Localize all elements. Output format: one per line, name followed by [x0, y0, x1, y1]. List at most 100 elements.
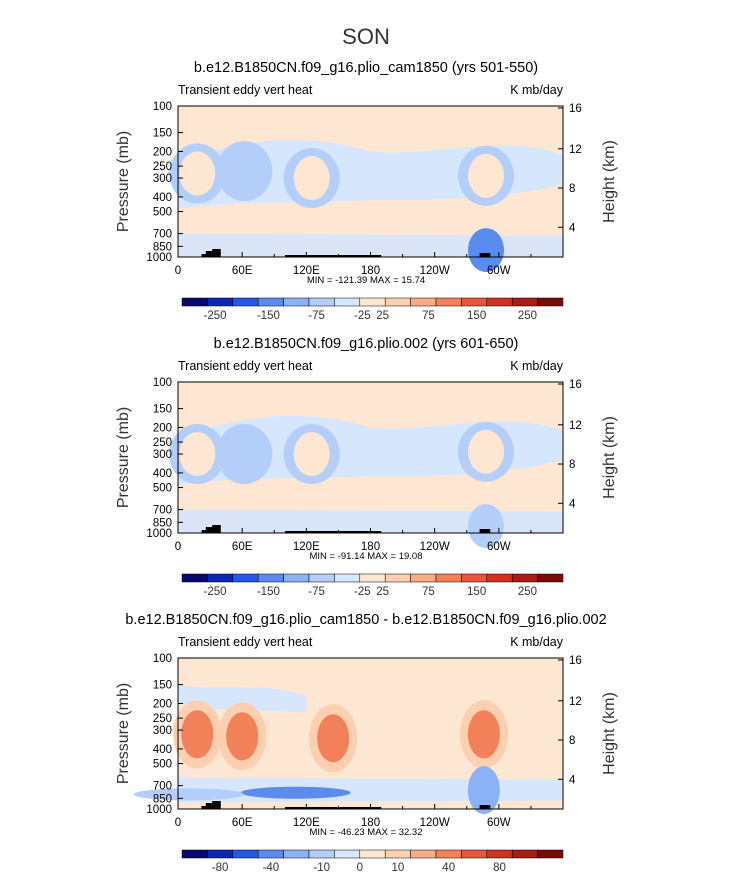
y-tick-label: 200 — [153, 422, 172, 434]
colorbar-swatch — [232, 849, 259, 859]
variable-label: Transient eddy vert heat — [178, 359, 313, 373]
y-tick-right-label: 16 — [569, 103, 582, 115]
colorbar-swatch — [334, 573, 361, 583]
min-max-stats: MIN = -121.39 MAX = 15.74 — [307, 275, 425, 286]
colorbar-label: 250 — [518, 586, 537, 598]
colorbar-swatch — [359, 573, 386, 583]
x-tick-label: 60W — [487, 265, 511, 277]
contour-feature — [240, 786, 351, 799]
contour-feature — [179, 432, 216, 477]
y-axis-label: Pressure (mb) — [115, 131, 132, 232]
y-tick-label: 500 — [153, 483, 172, 495]
colorbar-label: -80 — [212, 862, 229, 874]
y-tick-right-label: 16 — [569, 655, 582, 667]
y-tick-label: 200 — [153, 698, 172, 710]
panel-title: b.e12.B1850CN.f09_g16.plio.002 (yrs 601-… — [214, 336, 519, 352]
colorbar-swatch — [181, 297, 208, 307]
chart-panel-3: b.e12.B1850CN.f09_g16.plio_cam1850 - b.e… — [115, 612, 618, 874]
y-axis-label: Pressure (mb) — [115, 683, 132, 784]
colorbar-swatch — [511, 573, 538, 583]
y-axis-right-label: Height (km) — [601, 416, 618, 499]
x-tick-label: 60E — [232, 541, 253, 553]
contour-feature — [317, 714, 350, 763]
colorbar-swatch — [232, 573, 259, 583]
contour-feature — [226, 432, 263, 477]
colorbar-swatch — [283, 573, 310, 583]
x-tick-label: 60E — [232, 265, 253, 277]
y-tick-right-label: 4 — [569, 498, 576, 510]
colorbar-swatch — [511, 297, 538, 307]
variable-label: Transient eddy vert heat — [178, 83, 313, 97]
colorbar-swatch — [486, 849, 513, 859]
y-tick-label: 300 — [153, 173, 172, 185]
colorbar-swatch — [537, 297, 564, 307]
y-tick-right-label: 12 — [569, 144, 582, 156]
topography-mask — [201, 801, 221, 809]
contour-feature — [133, 788, 244, 801]
x-tick-label: 120E — [293, 265, 320, 277]
colorbar-swatch — [308, 849, 335, 859]
contour-feature — [226, 149, 263, 194]
colorbar-swatch — [359, 297, 386, 307]
contour-feature — [467, 766, 500, 815]
min-max-stats: MIN = -46.23 MAX = 32.32 — [309, 827, 422, 838]
variable-label: Transient eddy vert heat — [178, 635, 313, 649]
colorbar-swatch — [410, 849, 437, 859]
units-label: K mb/day — [510, 83, 564, 97]
x-tick-label: 120W — [420, 541, 450, 553]
colorbar-swatch — [257, 573, 284, 583]
colorbar-swatch — [308, 297, 335, 307]
y-tick-label: 500 — [153, 207, 172, 219]
y-tick-label: 250 — [153, 161, 172, 173]
colorbar-label: -150 — [257, 586, 280, 598]
y-tick-label: 100 — [153, 377, 172, 389]
y-axis-right-label: Height (km) — [601, 140, 618, 223]
min-max-stats: MIN = -91.14 MAX = 19.08 — [309, 551, 422, 562]
colorbar-label: -250 — [204, 586, 227, 598]
colorbar-label: 40 — [442, 862, 455, 874]
panel-title: b.e12.B1850CN.f09_g16.plio_cam1850 (yrs … — [194, 60, 538, 76]
y-tick-label: 200 — [153, 146, 172, 158]
contour-feature — [467, 710, 500, 759]
colorbar-swatch — [435, 849, 462, 859]
y-tick-right-label: 12 — [569, 420, 582, 432]
y-tick-label: 250 — [153, 713, 172, 725]
colorbar-label: -150 — [257, 310, 280, 322]
colorbar-label: -75 — [308, 586, 325, 598]
y-tick-label: 400 — [153, 192, 172, 204]
y-tick-label: 700 — [153, 505, 172, 517]
colorbar-swatch — [181, 849, 208, 859]
colorbar-label: 75 — [422, 586, 435, 598]
y-tick-label: 850 — [153, 517, 172, 529]
y-axis-label: Pressure (mb) — [115, 407, 132, 508]
colorbar-label: -10 — [313, 862, 330, 874]
contour-feature — [468, 429, 504, 474]
topography-mask — [284, 807, 382, 809]
contour-feature — [468, 504, 504, 549]
units-label: K mb/day — [510, 359, 564, 373]
topography-mask — [479, 805, 491, 809]
colorbar-swatch — [486, 297, 513, 307]
colorbar-label: -25 — [354, 586, 371, 598]
colorbar-swatch — [511, 849, 538, 859]
colorbar-label: 0 — [357, 862, 363, 874]
season-title: SON — [342, 24, 390, 49]
colorbar-label: -25 — [354, 310, 371, 322]
y-tick-label: 400 — [153, 468, 172, 480]
y-tick-label: 250 — [153, 437, 172, 449]
y-tick-label: 100 — [153, 653, 172, 665]
colorbar-label: -40 — [263, 862, 280, 874]
x-tick-label: 60E — [232, 817, 253, 829]
contour-feature — [181, 710, 214, 759]
units-label: K mb/day — [510, 635, 564, 649]
y-tick-label: 150 — [153, 128, 172, 140]
colorbar-swatch — [435, 297, 462, 307]
x-tick-label: 120E — [293, 541, 320, 553]
topography-mask — [284, 255, 382, 257]
colorbar-swatch — [537, 573, 564, 583]
contour-feature — [468, 228, 504, 273]
colorbar-swatch — [257, 849, 284, 859]
topography-mask — [284, 531, 382, 533]
colorbar-swatch — [257, 297, 284, 307]
